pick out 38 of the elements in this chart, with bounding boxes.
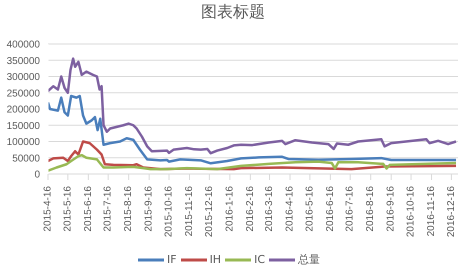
y-tick-label: 150000 (6, 120, 40, 132)
x-tick-label: 2016-5-16 (304, 186, 316, 232)
legend-label: IC (254, 253, 266, 266)
line-series (48, 154, 458, 172)
y-tick-label: 100000 (6, 137, 40, 148)
x-tick-label: 2015-5-16 (62, 186, 74, 232)
x-tick-label: 2015-4-16 (42, 186, 54, 232)
legend-label: IH (210, 253, 222, 266)
x-tick-label: 2016-9-16 (386, 186, 397, 232)
x-tick-label: 2016-7-16 (344, 186, 356, 232)
x-tick-label: 2015-7-16 (102, 186, 114, 232)
x-tick-label: 2016-12-16 (446, 186, 457, 238)
x-tick-label: 2016-10-16 (406, 186, 417, 238)
line-series (48, 57, 458, 154)
line-series (48, 94, 458, 165)
x-tick-label: 2015-9-16 (144, 186, 155, 232)
x-tick-label: 2016-8-16 (365, 186, 376, 232)
x-tick-label: 2016-6-16 (324, 186, 336, 232)
x-tick-label: 2016-3-16 (264, 186, 276, 232)
y-tick-label: 300000 (6, 72, 40, 84)
x-tick-label: 2015-6-16 (82, 186, 94, 232)
y-tick-label: 50000 (12, 153, 40, 164)
legend-label: 总量 (298, 252, 320, 267)
y-tick-label: 400000 (6, 40, 40, 51)
y-tick-label: 200000 (6, 104, 40, 116)
x-tick-label: 2016-1-16 (224, 186, 236, 232)
y-tick-label: 350000 (6, 56, 40, 67)
x-tick-label: 2016-4-16 (284, 186, 296, 232)
x-tick-label: 2016-2-16 (244, 186, 256, 232)
x-tick-label: 2016-11-16 (426, 186, 438, 236)
chart-title: 图表标题 (200, 2, 266, 23)
y-tick-label: 0 (34, 170, 40, 181)
x-tick-label: 2015-8-16 (123, 186, 134, 232)
x-tick-label: 2015-10-16 (164, 186, 175, 238)
x-tick-label: 2015-11-16 (184, 186, 196, 236)
x-tick-label: 2015-12-16 (204, 186, 215, 238)
legend-label: IF (166, 253, 177, 266)
y-tick-label: 250000 (6, 88, 40, 100)
